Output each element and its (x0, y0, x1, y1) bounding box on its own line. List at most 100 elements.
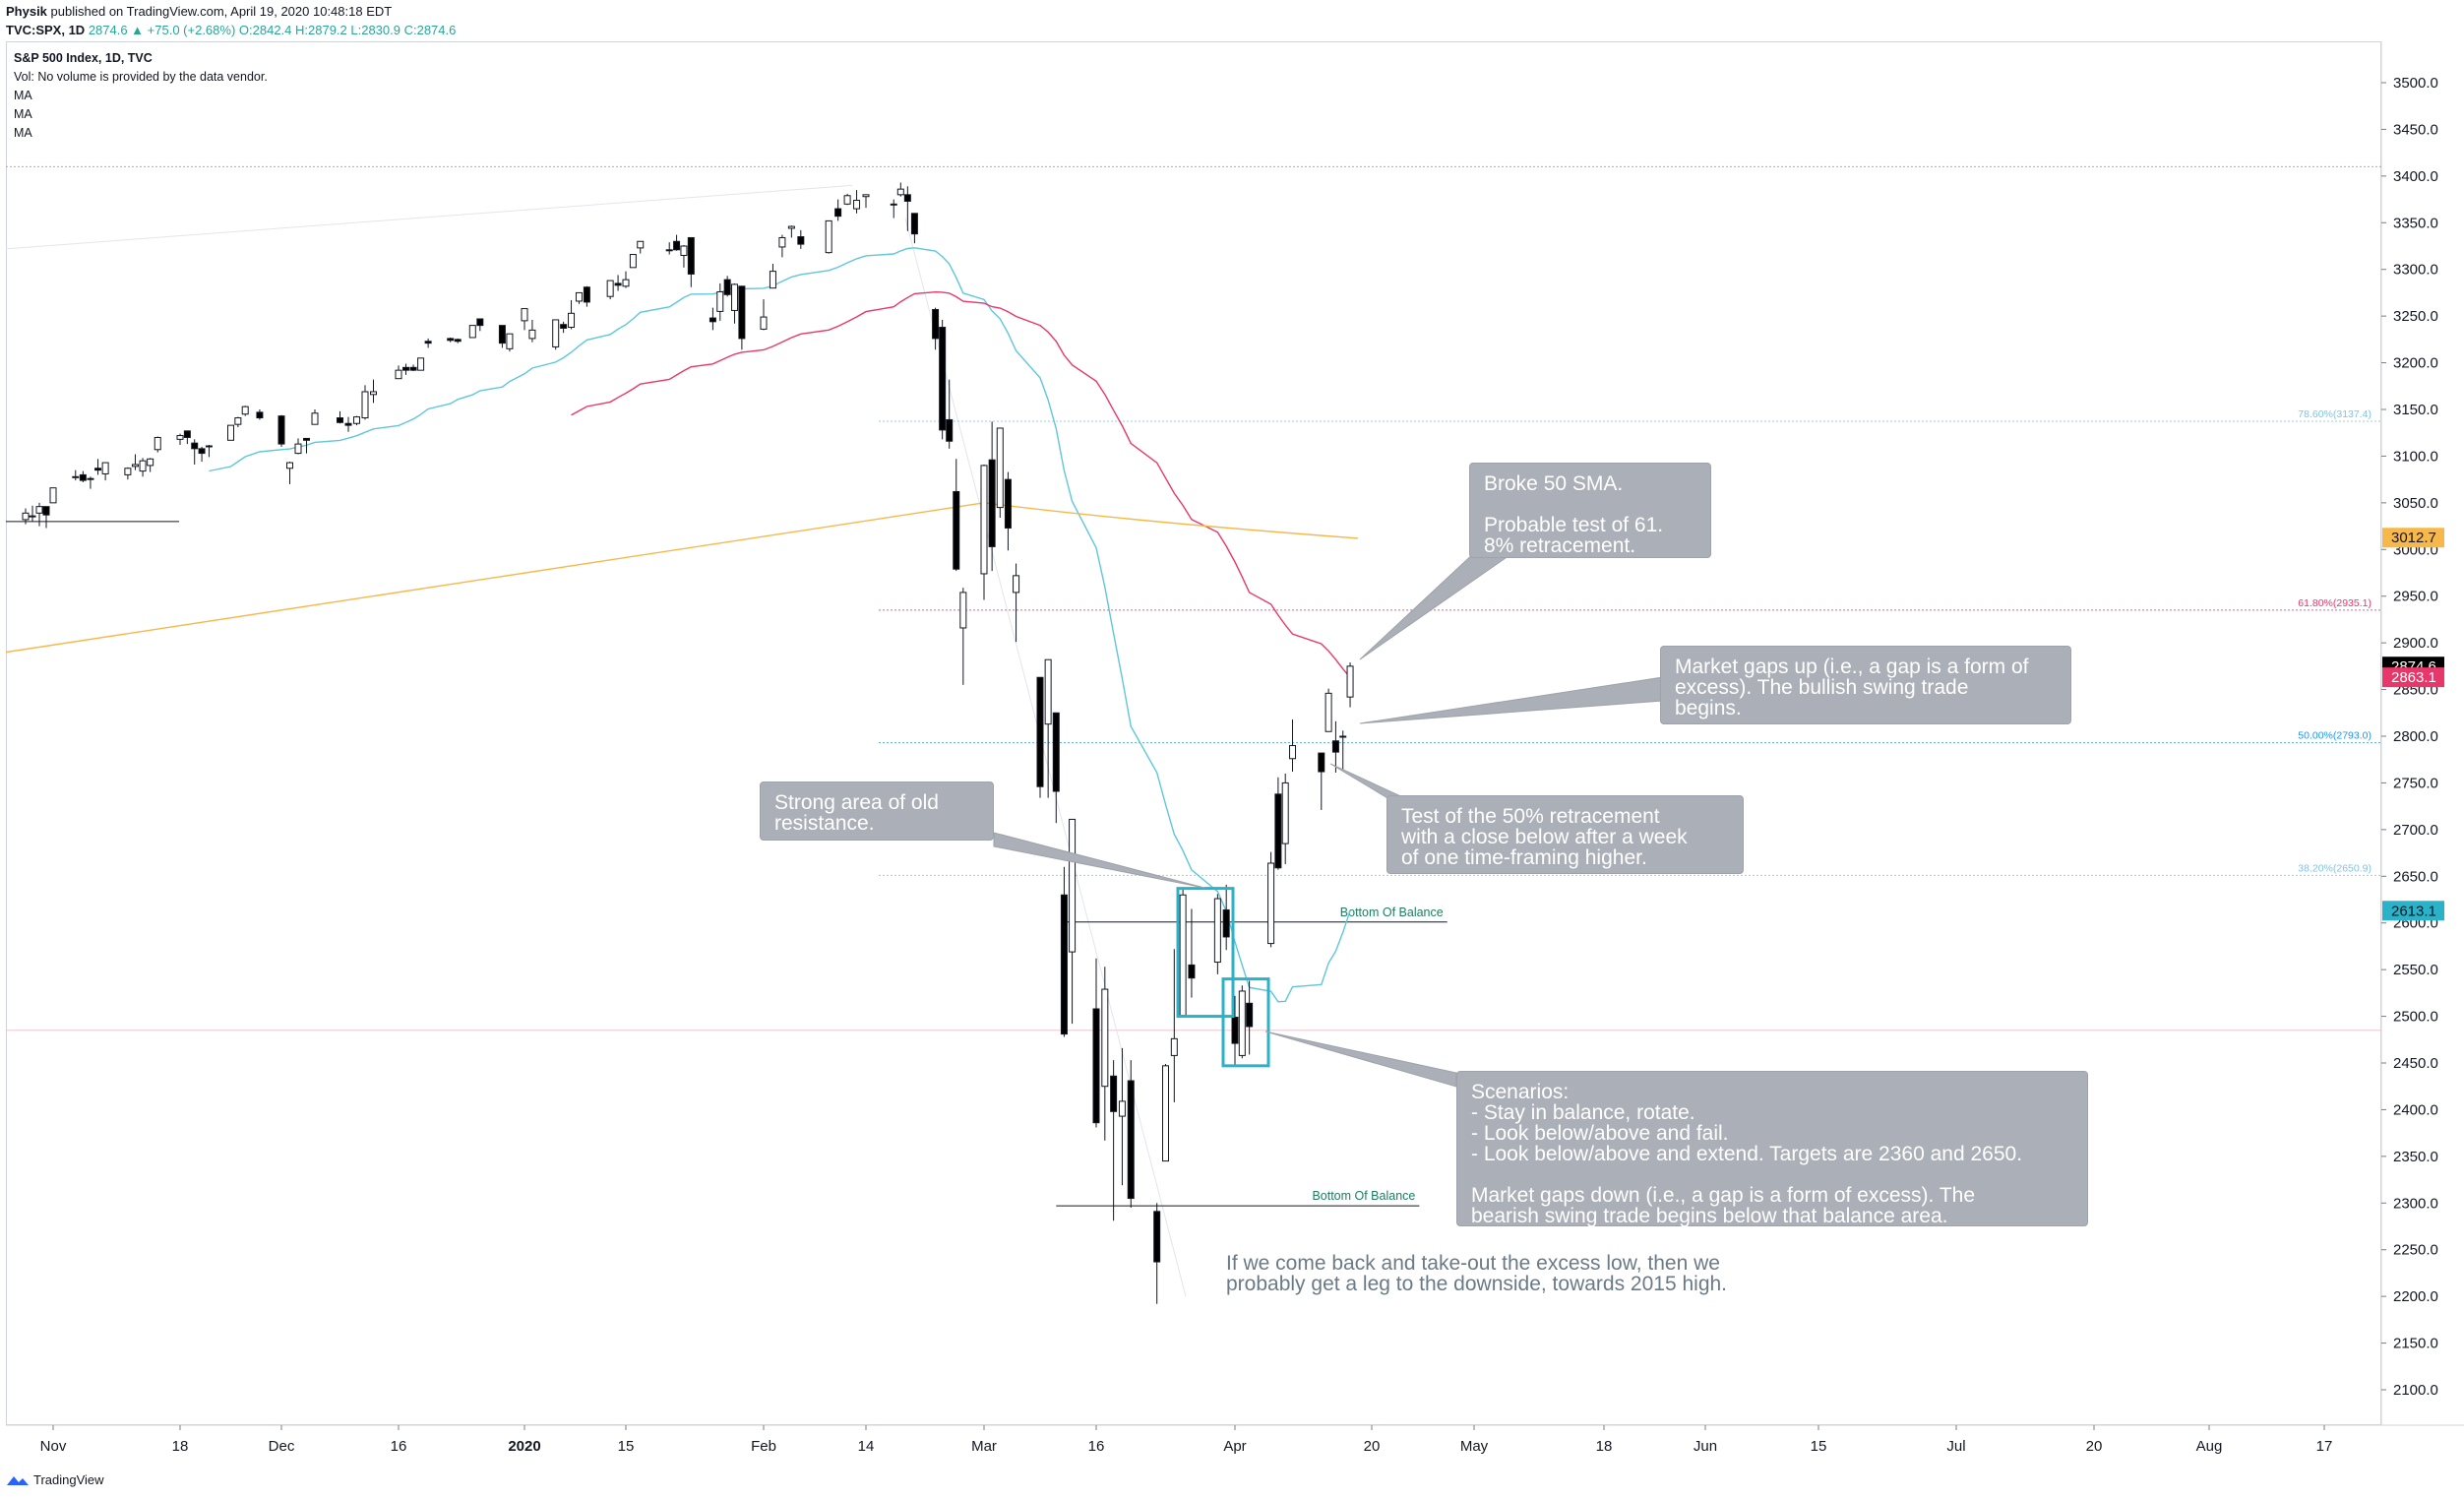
candle-body[interactable] (256, 411, 264, 419)
candle-body[interactable] (101, 462, 109, 474)
balance-box-lower[interactable] (1221, 977, 1270, 1068)
candle-body[interactable] (637, 240, 645, 249)
candle-body[interactable] (1153, 1211, 1161, 1263)
candle-body[interactable] (622, 279, 630, 287)
candle-body[interactable] (337, 417, 343, 423)
legend-ma-3[interactable]: MA (14, 126, 32, 140)
annotation-old-resistance[interactable]: Strong area of old resistance. (760, 781, 994, 841)
candle-body[interactable] (1188, 964, 1196, 979)
candle-body[interactable] (35, 506, 43, 514)
candle-body[interactable] (402, 366, 410, 371)
candle-body[interactable] (606, 280, 614, 297)
legend-ma-2[interactable]: MA (14, 107, 32, 121)
candle-body[interactable] (1222, 908, 1230, 938)
candle-body[interactable] (896, 188, 904, 196)
balance-box-upper[interactable] (1176, 887, 1235, 1019)
candle-body[interactable] (778, 236, 786, 248)
candle-body[interactable] (575, 291, 583, 302)
candle-body[interactable] (94, 468, 102, 471)
candle-body[interactable] (988, 459, 996, 547)
candle-body[interactable] (1238, 990, 1246, 1056)
candle-body[interactable] (29, 515, 36, 518)
sma-200-line[interactable] (5, 502, 1359, 654)
candle-body[interactable] (1179, 894, 1187, 1017)
candle-body[interactable] (932, 309, 940, 340)
annotation-sma-break[interactable]: Broke 50 SMA. Probable test of 61. 8% re… (1469, 463, 1711, 558)
candle-body[interactable] (787, 225, 795, 229)
candle-body[interactable] (198, 448, 206, 455)
candle-body[interactable] (708, 317, 716, 323)
candle-body[interactable] (191, 442, 199, 450)
candle-body[interactable] (476, 318, 484, 327)
candle-body[interactable] (959, 592, 967, 629)
candle-body[interactable] (147, 458, 154, 467)
author-name[interactable]: Physik (6, 4, 47, 19)
candle-body[interactable] (303, 437, 310, 441)
annotation-excess-low[interactable]: If we come back and take-out the excess … (1226, 1252, 1728, 1295)
candle-body[interactable] (673, 240, 681, 251)
candle-body[interactable] (568, 312, 576, 329)
candle-body[interactable] (1060, 894, 1068, 1035)
candle-body[interactable] (760, 316, 768, 330)
candle-body[interactable] (1274, 793, 1282, 869)
candle-body[interactable] (1013, 575, 1020, 594)
candle-body[interactable] (980, 465, 988, 575)
candle-body[interactable] (825, 219, 832, 254)
candle-body[interactable] (834, 208, 842, 218)
candle-body[interactable] (49, 487, 57, 504)
candle-body[interactable] (946, 418, 954, 442)
candle-body[interactable] (665, 249, 673, 252)
candle-body[interactable] (1069, 818, 1077, 953)
candle-body[interactable] (139, 460, 147, 472)
candle-body[interactable] (953, 490, 960, 570)
candle-body[interactable] (1324, 692, 1332, 732)
candle-body[interactable] (996, 427, 1004, 509)
candle-body[interactable] (241, 406, 249, 415)
candle-body[interactable] (131, 464, 139, 468)
tradingview-footer[interactable]: TradingView (6, 1472, 104, 1487)
candle-body[interactable] (176, 435, 184, 440)
candle-body[interactable] (1118, 1100, 1126, 1117)
candle-body[interactable] (1318, 752, 1325, 773)
sma-20-line[interactable] (209, 247, 1351, 1003)
candle-body[interactable] (1246, 1002, 1254, 1028)
candle-body[interactable] (890, 203, 897, 206)
candle-body[interactable] (1281, 781, 1289, 844)
candle-body[interactable] (294, 443, 302, 455)
candle-body[interactable] (454, 339, 462, 343)
candle-body[interactable] (468, 325, 476, 339)
candle-body[interactable] (277, 415, 285, 445)
candle-body[interactable] (1127, 1080, 1135, 1200)
candle-body[interactable] (853, 200, 861, 210)
candle-body[interactable] (521, 308, 528, 322)
candle-body[interactable] (1231, 1017, 1239, 1044)
candle-body[interactable] (769, 271, 776, 289)
candle-body[interactable] (1162, 1065, 1169, 1162)
candle-body[interactable] (370, 391, 377, 396)
legend-ma-1[interactable]: MA (14, 89, 32, 102)
candle-body[interactable] (560, 324, 568, 329)
candle-body[interactable] (910, 213, 918, 235)
candle-body[interactable] (447, 338, 455, 342)
candle-body[interactable] (1052, 712, 1060, 792)
candle-body[interactable] (723, 279, 731, 295)
candle-body[interactable] (79, 473, 87, 481)
candle-body[interactable] (629, 254, 637, 269)
candle-body[interactable] (22, 512, 30, 521)
candle-body[interactable] (1339, 735, 1347, 738)
candle-body[interactable] (154, 436, 161, 451)
sma-50-line[interactable] (571, 290, 1351, 678)
annotation-fifty-retracement[interactable]: Test of the 50% retracement with a close… (1386, 795, 1744, 874)
candle-body[interactable] (843, 195, 851, 205)
candle-body[interactable] (903, 194, 911, 202)
candle-body[interactable] (680, 245, 688, 256)
candle-body[interactable] (361, 391, 369, 419)
candle-body[interactable] (395, 369, 402, 380)
candle-body[interactable] (939, 327, 947, 431)
candle-body[interactable] (1004, 478, 1012, 529)
candle-body[interactable] (1331, 740, 1339, 753)
candle-body[interactable] (1289, 744, 1297, 760)
candle-body[interactable] (124, 468, 132, 475)
candle-body[interactable] (183, 430, 191, 438)
